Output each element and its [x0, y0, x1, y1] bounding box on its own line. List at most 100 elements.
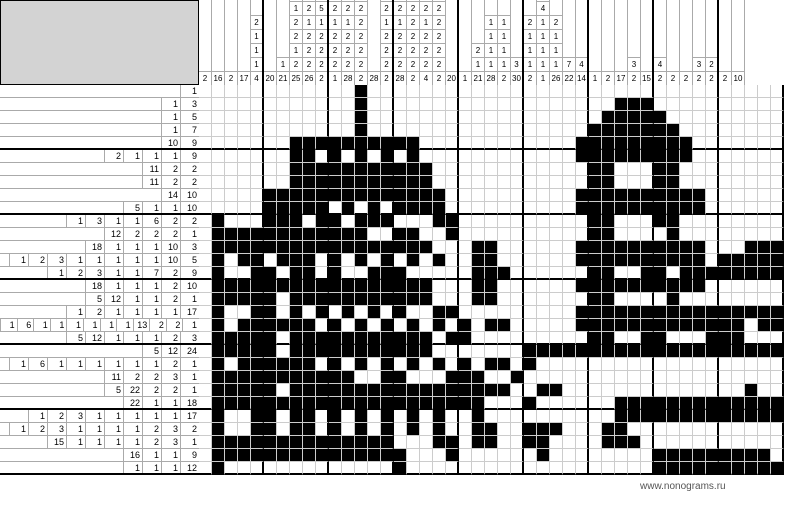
grid-cell[interactable] [706, 423, 719, 436]
grid-cell[interactable] [459, 293, 472, 306]
grid-cell[interactable] [225, 85, 238, 98]
grid-cell[interactable] [732, 449, 745, 462]
grid-cell[interactable] [420, 85, 433, 98]
grid-cell[interactable] [433, 176, 446, 189]
grid-cell[interactable] [264, 98, 277, 111]
grid-cell[interactable] [706, 124, 719, 137]
grid-cell[interactable] [199, 384, 212, 397]
grid-cell[interactable] [589, 280, 602, 293]
grid-cell[interactable] [654, 371, 667, 384]
grid-cell[interactable] [433, 98, 446, 111]
grid-cell[interactable] [420, 319, 433, 332]
grid-cell[interactable] [316, 436, 329, 449]
grid-cell[interactable] [355, 111, 368, 124]
grid-cell[interactable] [498, 345, 511, 358]
grid-cell[interactable] [654, 98, 667, 111]
grid-cell[interactable] [472, 215, 485, 228]
grid-cell[interactable] [446, 124, 459, 137]
grid-cell[interactable] [758, 332, 771, 345]
grid-cell[interactable] [719, 137, 732, 150]
grid-cell[interactable] [238, 371, 251, 384]
grid-cell[interactable] [511, 254, 524, 267]
grid-cell[interactable] [433, 163, 446, 176]
grid-cell[interactable] [225, 306, 238, 319]
grid-cell[interactable] [212, 319, 225, 332]
grid-cell[interactable] [472, 371, 485, 384]
grid-cell[interactable] [680, 371, 693, 384]
grid-cell[interactable] [485, 332, 498, 345]
grid-cell[interactable] [511, 306, 524, 319]
grid-cell[interactable] [719, 163, 732, 176]
grid-cell[interactable] [368, 176, 381, 189]
grid-cell[interactable] [238, 254, 251, 267]
grid-cell[interactable] [251, 137, 264, 150]
grid-cell[interactable] [303, 384, 316, 397]
grid-cell[interactable] [511, 215, 524, 228]
grid-cell[interactable] [329, 462, 342, 475]
grid-cell[interactable] [576, 241, 589, 254]
grid-cell[interactable] [407, 228, 420, 241]
grid-cell[interactable] [212, 410, 225, 423]
grid-cell[interactable] [641, 436, 654, 449]
grid-cell[interactable] [498, 280, 511, 293]
grid-cell[interactable] [602, 215, 615, 228]
grid-cell[interactable] [290, 228, 303, 241]
grid-cell[interactable] [459, 202, 472, 215]
grid-cell[interactable] [563, 423, 576, 436]
grid-cell[interactable] [680, 436, 693, 449]
grid-cell[interactable] [706, 85, 719, 98]
grid-cell[interactable] [537, 241, 550, 254]
grid-cell[interactable] [758, 189, 771, 202]
grid-cell[interactable] [628, 202, 641, 215]
grid-cell[interactable] [316, 371, 329, 384]
grid-cell[interactable] [264, 306, 277, 319]
grid-cell[interactable] [641, 150, 654, 163]
grid-cell[interactable] [368, 462, 381, 475]
grid-cell[interactable] [433, 202, 446, 215]
grid-cell[interactable] [277, 228, 290, 241]
grid-cell[interactable] [225, 254, 238, 267]
grid-cell[interactable] [433, 267, 446, 280]
grid-cell[interactable] [355, 462, 368, 475]
grid-cell[interactable] [524, 202, 537, 215]
grid-cell[interactable] [615, 163, 628, 176]
grid-cell[interactable] [732, 254, 745, 267]
grid-cell[interactable] [732, 345, 745, 358]
grid-cell[interactable] [407, 163, 420, 176]
grid-cell[interactable] [719, 254, 732, 267]
grid-cell[interactable] [680, 293, 693, 306]
grid-cell[interactable] [576, 436, 589, 449]
grid-cell[interactable] [303, 189, 316, 202]
grid-cell[interactable] [381, 202, 394, 215]
grid-cell[interactable] [342, 189, 355, 202]
grid-cell[interactable] [680, 384, 693, 397]
grid-cell[interactable] [420, 410, 433, 423]
grid-cell[interactable] [706, 319, 719, 332]
grid-cell[interactable] [576, 189, 589, 202]
grid-cell[interactable] [316, 358, 329, 371]
grid-cell[interactable] [238, 319, 251, 332]
grid-cell[interactable] [745, 436, 758, 449]
grid-cell[interactable] [602, 124, 615, 137]
grid-cell[interactable] [316, 137, 329, 150]
grid-cell[interactable] [303, 254, 316, 267]
grid-cell[interactable] [225, 137, 238, 150]
grid-cell[interactable] [563, 254, 576, 267]
grid-cell[interactable] [589, 397, 602, 410]
grid-cell[interactable] [290, 293, 303, 306]
grid-cell[interactable] [667, 358, 680, 371]
grid-cell[interactable] [732, 215, 745, 228]
grid-cell[interactable] [290, 462, 303, 475]
grid-cell[interactable] [264, 319, 277, 332]
grid-cell[interactable] [212, 176, 225, 189]
grid-cell[interactable] [654, 189, 667, 202]
grid-cell[interactable] [719, 436, 732, 449]
grid-cell[interactable] [225, 124, 238, 137]
grid-cell[interactable] [706, 267, 719, 280]
grid-cell[interactable] [524, 189, 537, 202]
grid-cell[interactable] [576, 176, 589, 189]
grid-cell[interactable] [706, 202, 719, 215]
grid-cell[interactable] [342, 85, 355, 98]
grid-cell[interactable] [563, 150, 576, 163]
grid-cell[interactable] [758, 423, 771, 436]
